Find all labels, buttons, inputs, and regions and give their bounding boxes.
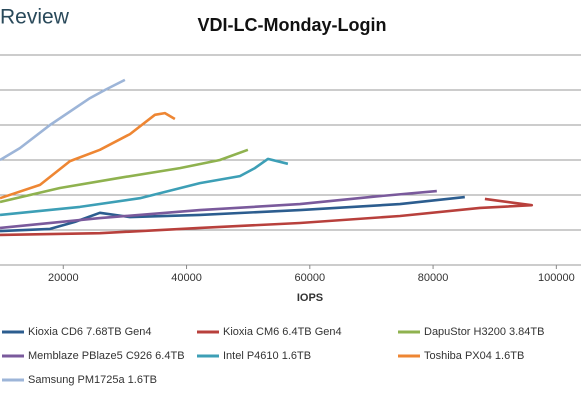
x-axis-label: IOPS: [297, 292, 323, 304]
x-tick-label: 100000: [538, 272, 575, 284]
series-line: [0, 197, 534, 237]
legend-label: Kioxia CM6 6.4TB Gen4: [223, 326, 342, 338]
series-line: [0, 148, 249, 204]
series-line: [0, 157, 289, 217]
series-line: [0, 111, 176, 200]
x-tick-label: 80000: [418, 272, 449, 284]
series-line: [0, 189, 437, 230]
legend-label: Kioxia CD6 7.68TB Gen4: [28, 326, 152, 338]
x-tick-label: 40000: [171, 272, 202, 284]
legend-label: Toshiba PX04 1.6TB: [424, 350, 524, 362]
x-tick-label: 20000: [48, 272, 79, 284]
series-line: [0, 78, 126, 162]
legend-label: Intel P4610 1.6TB: [223, 350, 311, 362]
chart-title: VDI-LC-Monday-Login: [198, 15, 387, 35]
x-tick-label: 60000: [295, 272, 326, 284]
series-line: [0, 195, 465, 233]
legend-label: Memblaze PBlaze5 C926 6.4TB: [28, 350, 185, 362]
legend-label: Samsung PM1725a 1.6TB: [28, 374, 157, 386]
legend-label: DapuStor H3200 3.84TB: [424, 326, 544, 338]
brand: Review: [0, 6, 70, 29]
